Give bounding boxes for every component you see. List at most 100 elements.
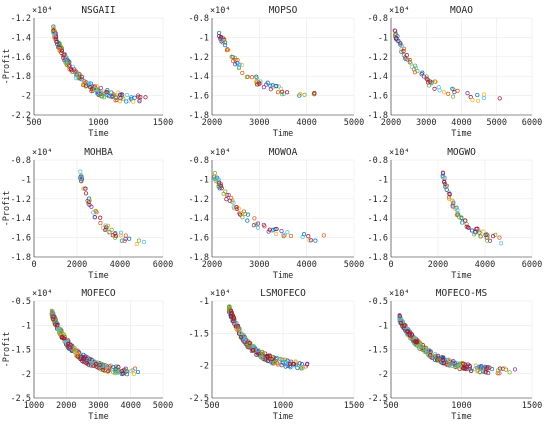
- y-tick-label: -1: [378, 33, 388, 43]
- scatter-point: [131, 99, 136, 104]
- chart-title: MOFECO-MS: [436, 288, 488, 299]
- scatter-point: [98, 215, 103, 220]
- scatter-point: [279, 363, 284, 368]
- scatter-point: [258, 79, 263, 84]
- scatter-point: [111, 365, 116, 370]
- x-tick-label: 5000: [153, 401, 173, 411]
- x-tick-label: 0: [388, 260, 393, 270]
- scatter-point: [422, 349, 427, 354]
- x-tick-label: 3000: [249, 118, 269, 128]
- scatter-point: [465, 91, 470, 96]
- scatter-point: [127, 236, 132, 241]
- scatter-point: [124, 368, 129, 373]
- scatter-point: [240, 215, 245, 220]
- scatter-point: [257, 81, 262, 86]
- scatter-point: [121, 371, 126, 376]
- scatter-point: [59, 48, 65, 53]
- scatter-point: [268, 87, 273, 92]
- scatter-point: [311, 91, 316, 96]
- scatter-point: [460, 220, 465, 225]
- scatter-point: [402, 323, 407, 328]
- x-tick-label: 500: [204, 401, 219, 411]
- scatter-point: [81, 186, 86, 191]
- scatter-point: [496, 368, 501, 373]
- scatter-point: [79, 74, 84, 79]
- scatter-point: [413, 65, 418, 70]
- scatter-point: [51, 28, 56, 33]
- scatter-point: [98, 93, 103, 98]
- y-tick-label: -2: [378, 370, 388, 380]
- scatter-point: [477, 230, 482, 235]
- scatter-point: [135, 369, 141, 375]
- scatter-point: [443, 184, 448, 189]
- x-tick-label: 2000: [67, 260, 87, 270]
- scatter-point: [51, 314, 56, 319]
- scatter-point: [426, 352, 431, 358]
- x-tick-label: 1000: [273, 401, 293, 411]
- scatter-point: [74, 76, 79, 81]
- scatter-point: [481, 96, 486, 101]
- x-tick-label: 1500: [153, 118, 173, 128]
- scatter-point: [92, 215, 97, 220]
- y-tick-label: -1.4: [189, 72, 209, 82]
- y-tick-label: -1.5: [11, 346, 31, 356]
- scatter-point: [243, 336, 248, 341]
- x-tick-label: 4000: [296, 260, 316, 270]
- scatter-point: [51, 24, 56, 29]
- scatter-point: [485, 233, 490, 238]
- scatter-point: [436, 353, 441, 358]
- y-tick-label: -1.8: [11, 72, 31, 82]
- chart-title: MOHBA: [84, 147, 113, 158]
- scatter-point: [461, 361, 466, 366]
- scatter-point: [94, 84, 99, 89]
- scatter-point: [280, 89, 285, 94]
- scatter-point: [219, 186, 224, 191]
- scatter-point: [118, 96, 123, 101]
- scatter-point: [116, 365, 121, 370]
- scatter-point: [275, 90, 280, 95]
- scatter-point: [265, 353, 270, 358]
- y-tick-label: -1: [199, 175, 209, 185]
- scatter-point: [455, 210, 460, 216]
- scatter-point: [55, 323, 60, 328]
- scatter-point: [118, 233, 123, 238]
- scatter-point: [478, 234, 483, 239]
- scatter-point: [249, 75, 255, 80]
- scatter-point: [407, 331, 412, 336]
- scatter-point: [218, 35, 223, 40]
- scatter-point: [447, 191, 452, 196]
- x-tick-label: 2000: [428, 260, 448, 270]
- x-tick-label: 5000: [487, 118, 507, 128]
- scatter-point: [134, 242, 139, 247]
- scatter-point: [84, 83, 89, 88]
- y-tick-label: -1: [378, 175, 388, 185]
- scatter-point: [56, 327, 61, 332]
- scatter-point: [298, 365, 303, 370]
- scatter-point: [432, 86, 437, 91]
- scatter-point: [224, 48, 230, 53]
- y-tick-label: -1.4: [189, 214, 209, 224]
- scatter-point: [224, 193, 230, 198]
- scatter-point: [313, 238, 318, 243]
- scatter-point: [218, 37, 224, 42]
- y-exponent-label: ×10⁴: [210, 6, 230, 16]
- scatter-point: [98, 221, 103, 226]
- chart-title: MOFECO: [81, 288, 116, 299]
- scatter-point: [237, 62, 242, 67]
- y-exponent-label: ×10⁴: [389, 148, 409, 158]
- scatter-point: [486, 371, 491, 376]
- scatter-point: [83, 191, 89, 196]
- scatter-point: [441, 171, 446, 176]
- chart-title: LSMOFECO: [260, 288, 306, 299]
- y-tick-label: -2: [21, 370, 31, 380]
- scatter-point: [441, 90, 447, 95]
- scatter-point: [470, 97, 475, 103]
- scatter-point: [401, 49, 406, 54]
- scatter-point: [446, 196, 452, 201]
- scatter-point: [232, 55, 238, 60]
- scatter-point: [283, 364, 288, 369]
- scatter-point: [275, 361, 280, 366]
- scatter-point: [451, 94, 456, 99]
- x-tick-label: 6000: [153, 260, 173, 270]
